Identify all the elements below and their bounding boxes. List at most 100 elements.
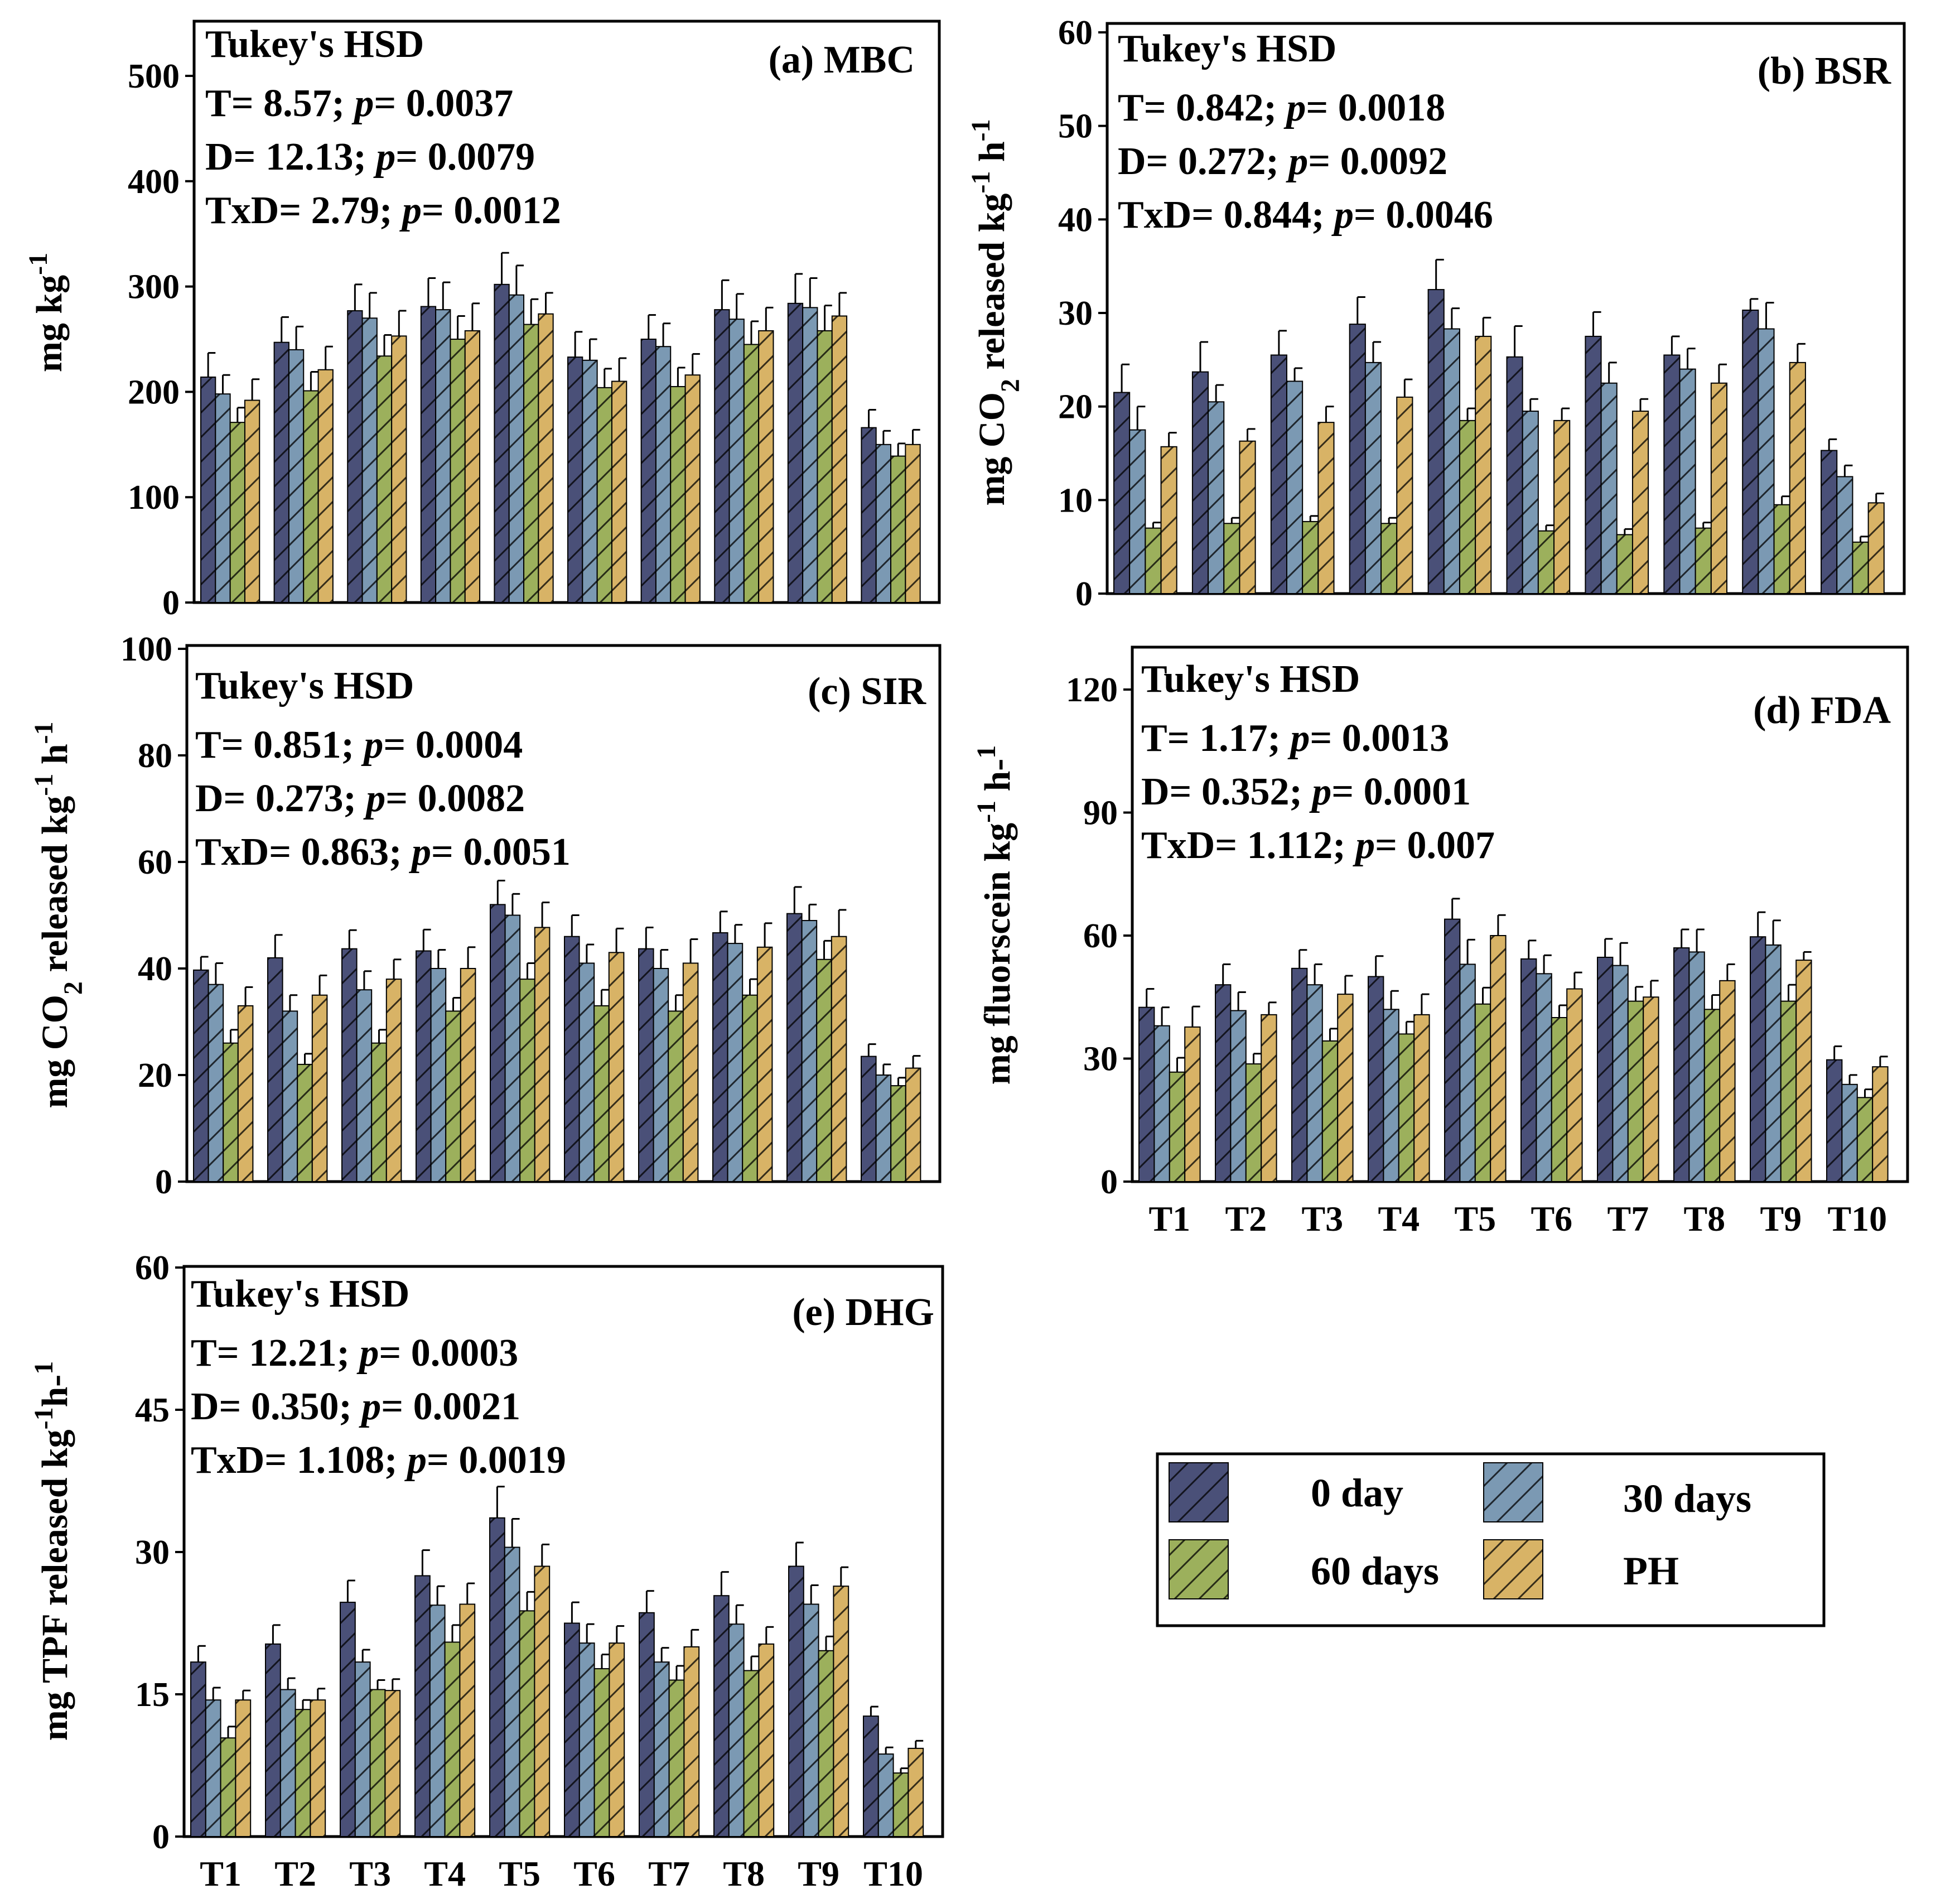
bar-hatch: [568, 357, 583, 603]
y-tick-label: 20: [138, 1057, 172, 1095]
bar-hatch: [1643, 997, 1659, 1182]
bar-hatch: [817, 330, 832, 603]
stats-line: T= 12.21; p= 0.0003: [191, 1332, 518, 1375]
y-tick-label: 60: [138, 844, 172, 881]
legend-swatch-hatch: [1169, 1463, 1228, 1522]
bar-hatch: [832, 316, 847, 603]
y-tick-label: 100: [120, 630, 172, 668]
bar-hatch: [490, 1517, 505, 1837]
bar-hatch: [685, 375, 700, 603]
y-tick-label: 60: [135, 1249, 170, 1287]
bar-hatch: [1475, 1004, 1491, 1182]
stats-title: Tukey's HSD: [205, 23, 424, 66]
bar-hatch: [297, 1064, 312, 1182]
bar-hatch: [1475, 336, 1491, 594]
bar-hatch: [385, 1690, 400, 1837]
bar-hatch: [1208, 402, 1224, 594]
legend-label: 0 day: [1311, 1471, 1403, 1515]
stats-line: TxD= 1.108; p= 0.0019: [191, 1439, 566, 1482]
bar-hatch: [609, 952, 624, 1182]
bar-hatch: [534, 927, 550, 1182]
bar-hatch: [803, 1604, 819, 1837]
chart-panel-e: 0 15 30 45 60 T1 T2 T3 T4 T5 T6 T7 T8 T9 T10 (e) DHG Tuk…: [29, 1249, 944, 1889]
bar-hatch: [1239, 441, 1256, 594]
bar-hatch: [1444, 329, 1460, 594]
bar-hatch: [376, 356, 392, 603]
stats-line: D= 0.352; p= 0.0001: [1141, 770, 1471, 813]
bar-hatch: [1322, 1040, 1338, 1182]
bar-hatch: [742, 995, 757, 1182]
bar-hatch: [274, 342, 289, 603]
bar-hatch: [1837, 476, 1853, 594]
bar-hatch: [450, 339, 465, 603]
bar-hatch: [303, 391, 318, 603]
bar-hatch: [1245, 1064, 1262, 1182]
bar-hatch: [579, 963, 595, 1182]
bar-hatch: [445, 1642, 460, 1837]
y-tick-label: 0: [155, 1163, 172, 1201]
bar-hatch: [818, 1650, 834, 1837]
bar-hatch: [905, 444, 920, 603]
stats-line: TxD= 0.844; p= 0.0046: [1118, 194, 1493, 237]
bar-hatch: [1522, 411, 1538, 594]
bar-hatch: [861, 427, 876, 603]
bar-hatch: [713, 933, 728, 1182]
bar-hatch: [1704, 1009, 1720, 1182]
y-tick-label: 30: [1058, 295, 1093, 332]
bar-hatch: [238, 1005, 253, 1182]
bar-hatch: [1758, 329, 1774, 594]
bar-hatch: [356, 990, 372, 1182]
y-tick-label: 0: [1075, 575, 1093, 613]
bar-hatch: [597, 387, 612, 603]
bar-hatch: [1307, 985, 1322, 1182]
bar-hatch: [1765, 944, 1781, 1182]
bar-hatch: [223, 1043, 238, 1182]
bar-hatch: [655, 346, 671, 603]
bar-hatch: [1383, 1009, 1399, 1182]
bar-hatch: [1398, 1034, 1415, 1182]
stats-line: T= 0.842; p= 0.0018: [1118, 86, 1445, 129]
stats-line: D= 0.272; p= 0.0092: [1118, 140, 1447, 183]
bar-hatch: [295, 1709, 311, 1837]
bar-hatch: [215, 394, 230, 603]
bar-hatch: [1349, 324, 1365, 594]
bar-hatch: [191, 1662, 206, 1837]
bar-hatch: [594, 1669, 610, 1837]
bar-hatch: [1428, 290, 1444, 594]
bar-hatch: [728, 1624, 744, 1837]
bar-hatch: [1632, 411, 1649, 594]
bar-hatch: [683, 963, 698, 1182]
bar-hatch: [1538, 531, 1555, 594]
y-tick-label: 15: [135, 1676, 170, 1714]
bar-hatch: [833, 1586, 849, 1837]
bar-hatch: [340, 1602, 355, 1837]
bar-hatch: [759, 1644, 774, 1837]
bar-hatch: [1789, 362, 1805, 594]
x-tick-label: T4: [424, 1854, 466, 1889]
bar-hatch: [1616, 534, 1633, 594]
y-tick-label: 10: [1058, 481, 1093, 519]
bar-hatch: [244, 400, 260, 603]
chart-panel-d: 0 30 60 90 120 T1 T2 T3 T4 T5 T6 T7 T8 T9 T10 (d) FDA Tu…: [972, 645, 1909, 1239]
bar-hatch: [893, 1773, 909, 1837]
stats-line: D= 12.13; p= 0.0079: [205, 136, 535, 179]
bar-hatch: [876, 444, 891, 603]
y-axis-label: mg kg-1: [23, 253, 70, 372]
bar-hatch: [194, 970, 209, 1182]
bar-hatch: [1852, 542, 1869, 594]
bar-hatch: [1821, 450, 1837, 594]
bar-hatch: [1185, 1027, 1200, 1182]
y-tick-label: 90: [1083, 794, 1118, 832]
bar-hatch: [1292, 968, 1307, 1182]
y-tick-label: 120: [1066, 671, 1118, 709]
bar-hatch: [714, 1596, 729, 1837]
bar-hatch: [579, 1643, 595, 1837]
bar-hatch: [1780, 1001, 1797, 1182]
x-tick-label: T3: [1301, 1199, 1343, 1239]
y-tick-label: 50: [1058, 108, 1093, 146]
bar-hatch: [312, 995, 327, 1182]
x-tick-label: T7: [1607, 1199, 1649, 1239]
bar-hatch: [347, 311, 363, 603]
